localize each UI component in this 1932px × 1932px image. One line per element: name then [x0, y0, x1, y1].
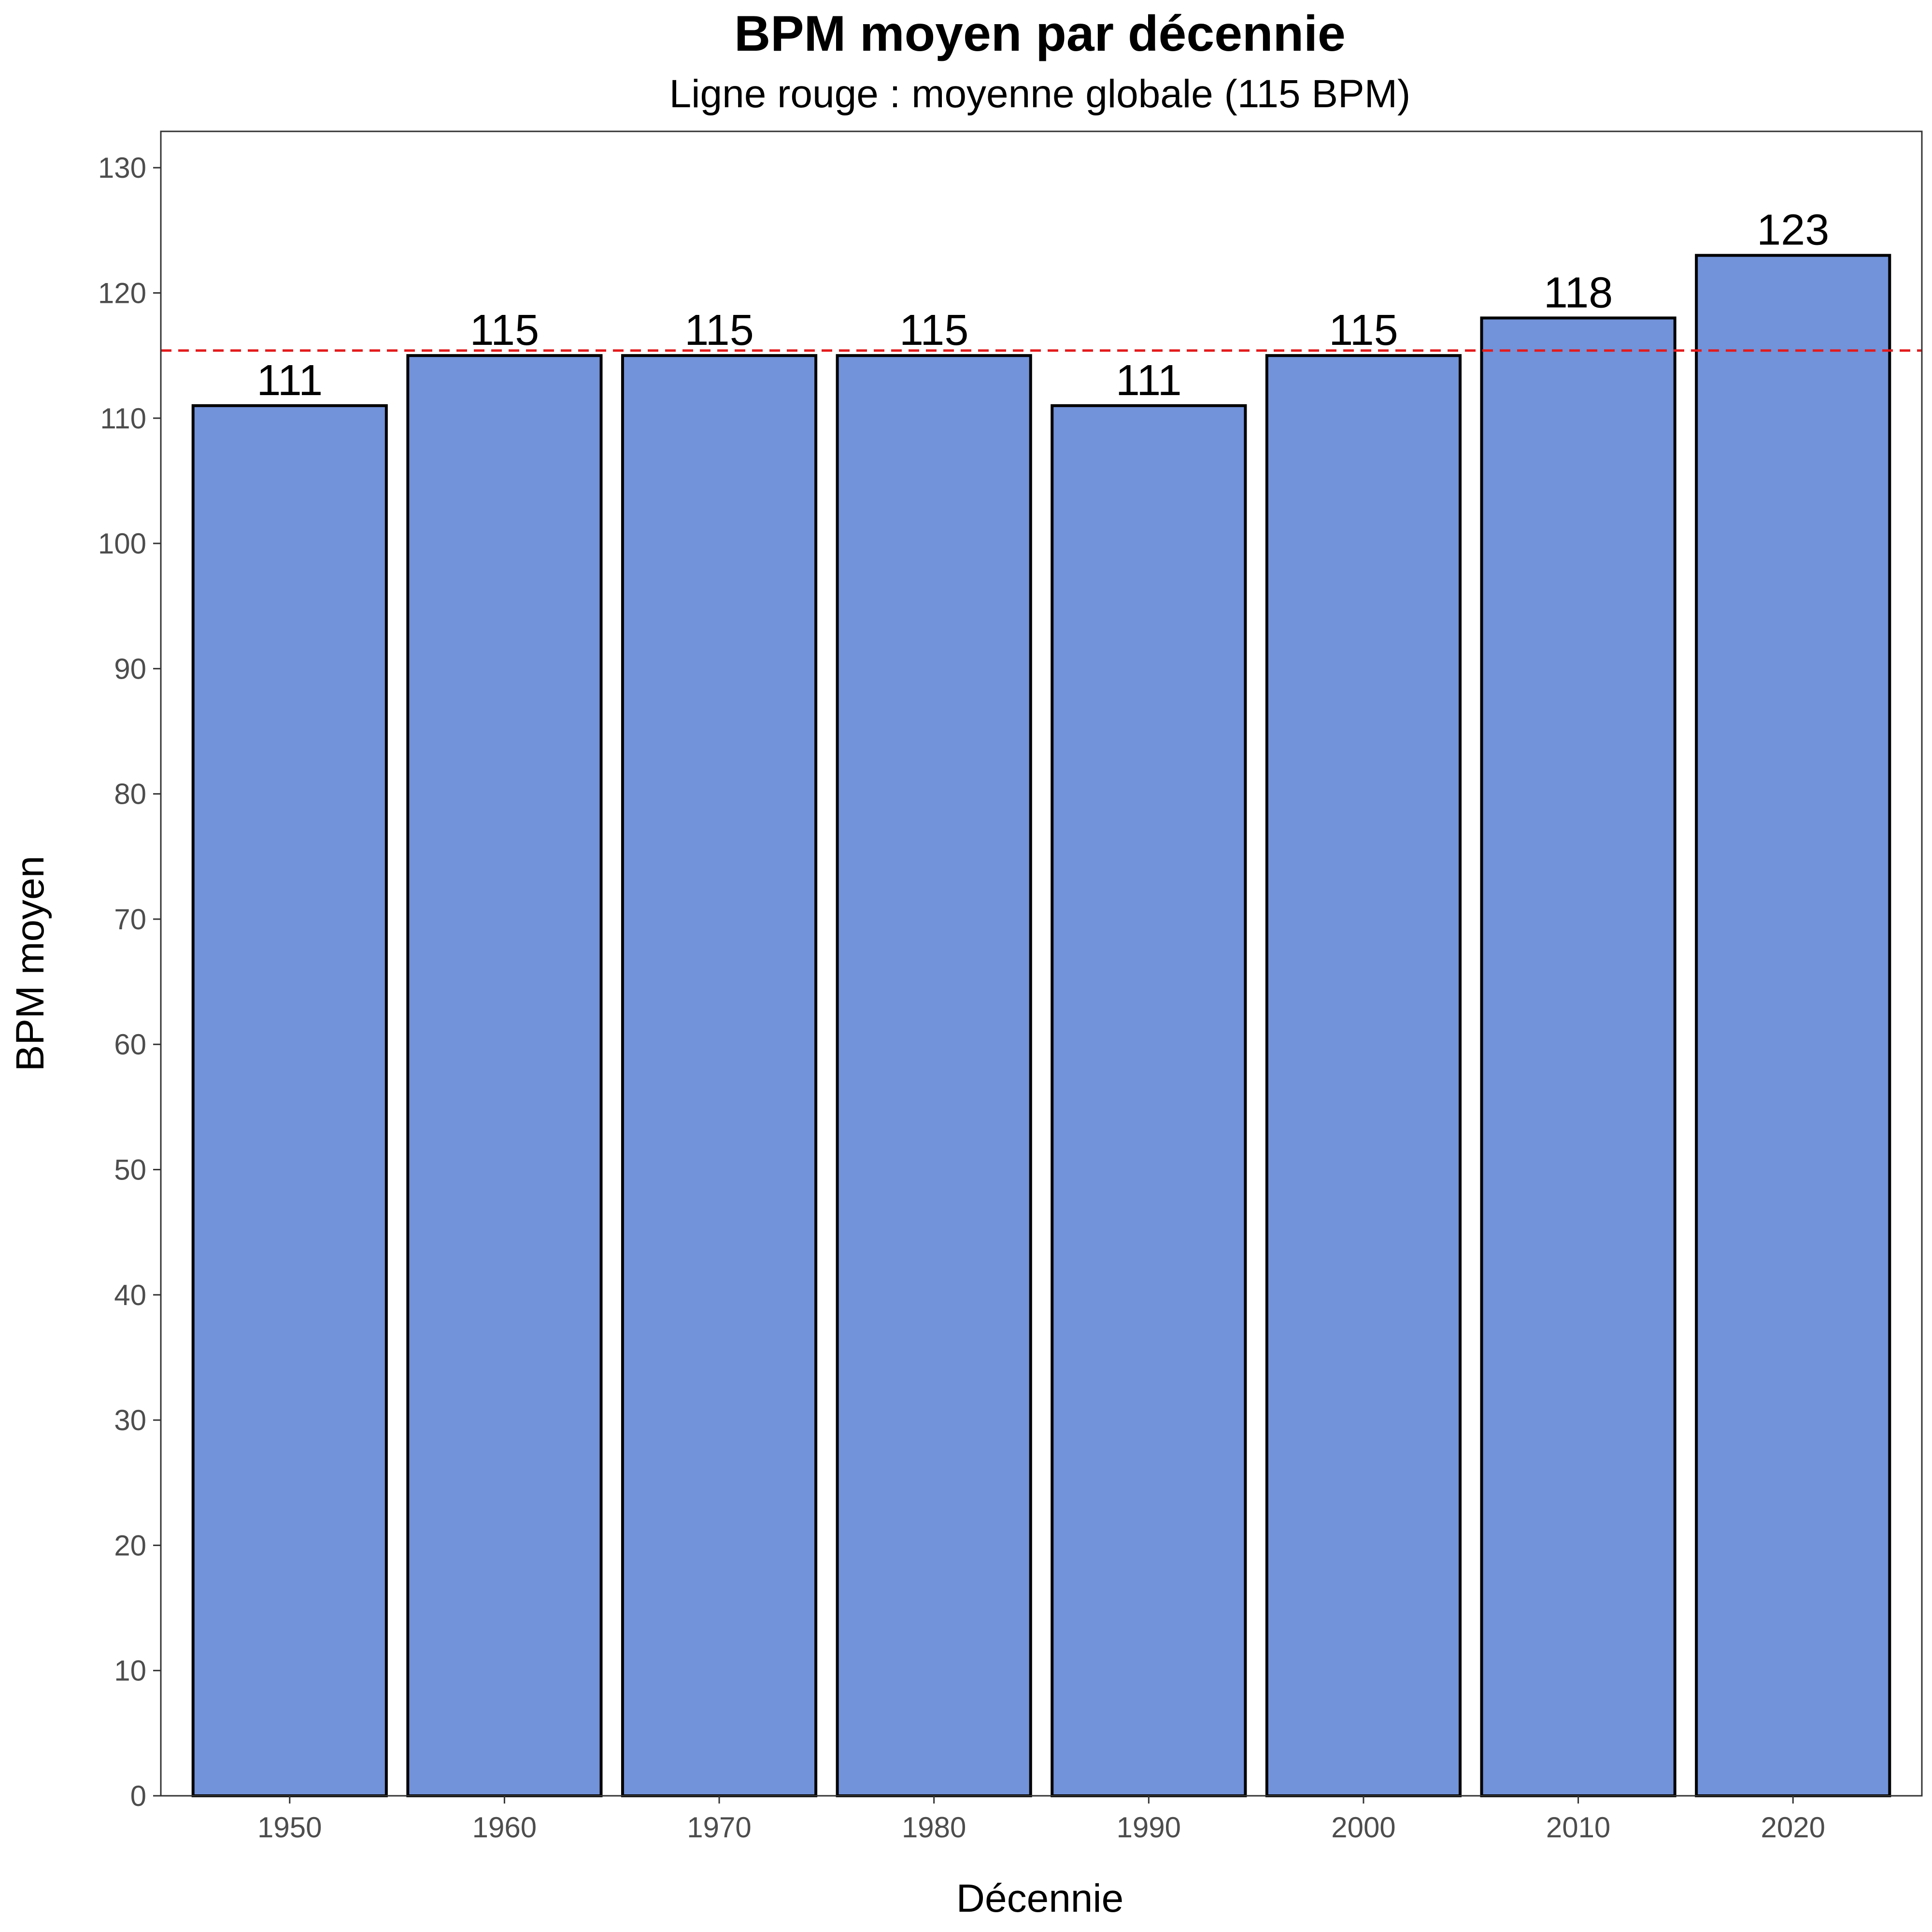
y-tick-label: 120	[98, 277, 146, 309]
y-tick-label: 110	[100, 402, 146, 435]
bar-label-2010: 118	[1544, 269, 1613, 317]
bar-2020	[1695, 254, 1891, 1798]
y-axis-title: BPM moyen	[8, 856, 52, 1072]
plot-panel-border	[160, 130, 1923, 1797]
x-tick-label-1950: 1950	[257, 1811, 322, 1844]
bar-label-1950: 111	[256, 356, 323, 405]
bar-1950	[191, 404, 388, 1797]
bar-label-2020: 123	[1757, 206, 1829, 255]
x-tick-label-2020: 2020	[1761, 1811, 1825, 1844]
bar-label-1960: 115	[470, 306, 539, 355]
x-tick-label-1990: 1990	[1117, 1811, 1181, 1844]
bar-label-1970: 115	[684, 306, 753, 355]
y-tick-label: 40	[114, 1279, 146, 1311]
x-axis: 1950 1960 1970 1980 1990 2000 2010 2020	[257, 1796, 1825, 1844]
x-tick-label-1970: 1970	[687, 1811, 751, 1844]
bar-1980	[836, 354, 1032, 1797]
x-tick-label-2010: 2010	[1546, 1811, 1610, 1844]
x-axis-title: Décennie	[956, 1876, 1123, 1920]
y-tick-label: 50	[114, 1154, 146, 1186]
chart-title: BPM moyen par décennie	[734, 6, 1346, 62]
y-tick-label: 100	[98, 527, 146, 560]
y-tick-label: 80	[114, 778, 146, 810]
bar-1960	[406, 354, 603, 1797]
y-tick-label: 90	[114, 653, 146, 685]
bar-2000	[1265, 354, 1462, 1797]
bar-1990	[1051, 404, 1247, 1797]
x-tick-label-2000: 2000	[1331, 1811, 1395, 1844]
y-tick-label: 60	[114, 1028, 146, 1061]
bar-label-1990: 111	[1116, 356, 1182, 405]
y-tick-label: 20	[114, 1529, 146, 1562]
y-tick-label: 130	[98, 152, 146, 184]
bar-2010	[1480, 316, 1676, 1797]
bar-1970	[621, 354, 818, 1797]
bar-label-1980: 115	[899, 306, 968, 355]
bar-label-2000: 115	[1329, 306, 1398, 355]
y-axis: 0 10 20 30 40 50 60 70 80 90 100 110 120 130	[98, 152, 161, 1812]
y-tick-label: 0	[130, 1780, 146, 1812]
y-tick-label: 70	[114, 903, 146, 936]
chart-subtitle: Ligne rouge : moyenne globale (115 BPM)	[669, 72, 1411, 116]
bars-group	[191, 254, 1891, 1798]
bar-labels-group: 111 115 115 115 111 115 118 123	[256, 206, 1829, 405]
y-tick-label: 30	[114, 1404, 146, 1436]
x-tick-label-1960: 1960	[472, 1811, 537, 1844]
x-tick-label-1980: 1980	[902, 1811, 966, 1844]
y-tick-label: 10	[114, 1655, 146, 1687]
